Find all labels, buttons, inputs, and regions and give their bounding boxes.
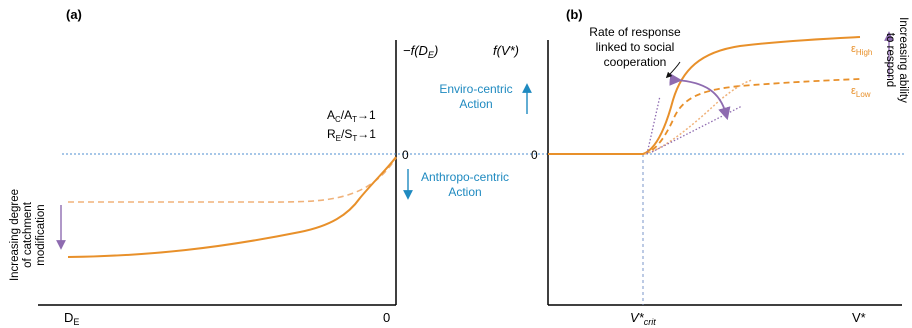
catchment-line-2: of catchment	[22, 201, 34, 268]
annotation-line-2: linked to social	[596, 40, 675, 54]
catchment-side-label: Increasing degree of catchment modificat…	[9, 189, 47, 281]
curve-dotted-light	[644, 79, 753, 155]
panel-b-tag: (b)	[566, 7, 583, 22]
v-crit-label: V*crit	[630, 310, 656, 327]
annotation-line-1: Rate of response	[589, 25, 681, 39]
v-end-label: V*	[852, 310, 866, 325]
anthropo-centric-line-2: Action	[448, 185, 481, 199]
eps-low-label: εLow	[851, 85, 871, 99]
ratio-ac-at: AC/AT→1	[327, 108, 376, 124]
catchment-line-3: modification	[35, 204, 47, 265]
annotation-pointer	[665, 61, 681, 79]
ratio-re-st: RE/ST→1	[327, 127, 376, 143]
rate-line-shallow	[651, 105, 743, 153]
panel-b-y-label: f(V*)	[493, 43, 519, 58]
eps-high-label: εHigh	[851, 43, 872, 57]
panel-b	[547, 31, 902, 306]
anthropo-centric-line-1: Anthropo-centric	[421, 170, 509, 184]
panel-a-tag: (a)	[66, 7, 82, 22]
panel-a-solid-curve	[67, 156, 397, 258]
enviro-centric-line-2: Action	[459, 97, 492, 111]
ability-side-label: Increasing ability to respond	[884, 17, 909, 103]
enviro-centric-line-1: Enviro-centric	[439, 82, 512, 96]
rate-arc-arrow	[669, 73, 731, 121]
panel-a-zero-label: 0	[402, 148, 409, 162]
annotation-line-3: cooperation	[604, 55, 667, 69]
panel-a	[38, 40, 397, 306]
rate-line-steep	[646, 95, 661, 155]
ability-line-1: Increasing ability	[897, 17, 909, 103]
curve-eps-high	[642, 36, 861, 155]
catchment-line-1: Increasing degree	[9, 189, 21, 281]
panel-a-x-left-label: DE	[64, 310, 79, 327]
panel-a-dashed-curve	[68, 157, 397, 203]
panel-a-y-label: −f(DE)	[403, 43, 438, 60]
panel-b-zero-label: 0	[531, 148, 538, 162]
panel-a-x-right-label: 0	[383, 310, 390, 325]
ability-line-2: to respond	[884, 33, 896, 87]
